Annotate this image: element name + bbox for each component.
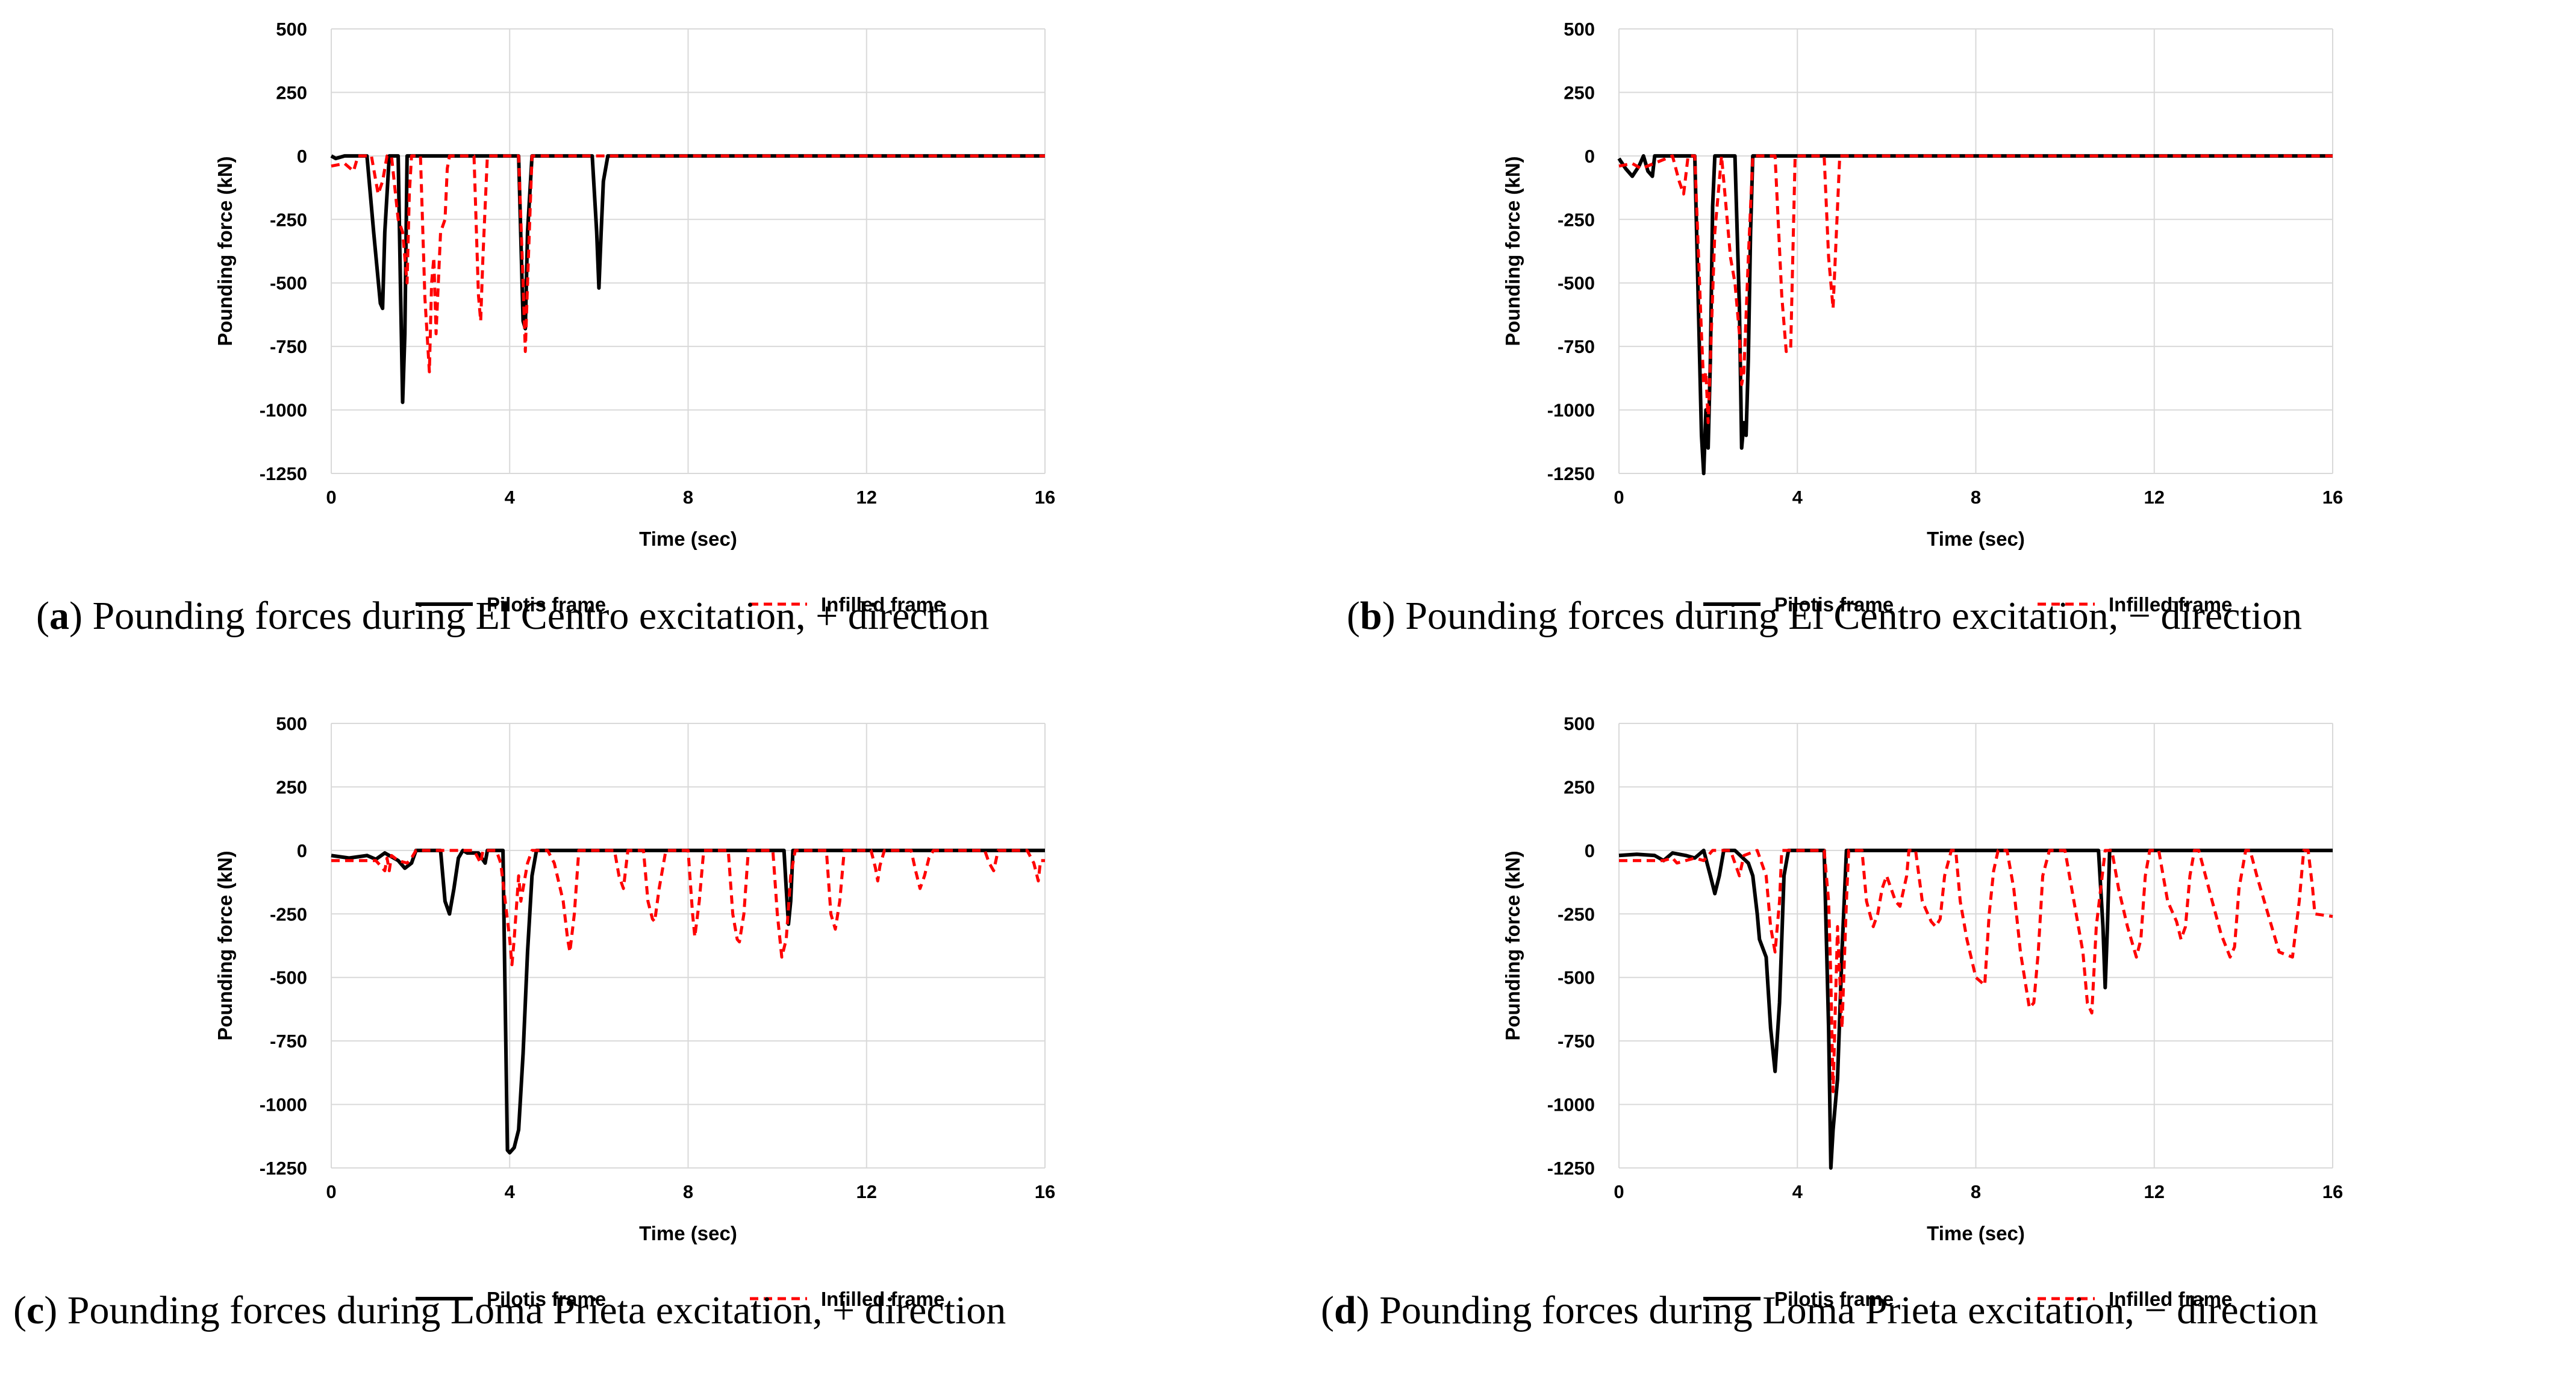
- x-tick-label: 4: [505, 1181, 516, 1202]
- y-tick-label: 250: [276, 776, 307, 798]
- y-tick-label: -1250: [260, 463, 307, 484]
- series-line-pilotis-frame: [331, 848, 1045, 1155]
- legend-label: Pilotis frame: [1774, 1288, 1894, 1310]
- legend-label: Infilled frame: [821, 593, 944, 616]
- y-tick-label: 250: [276, 82, 307, 103]
- chart-svg-b: 500 250 0 -250 -500 -750 -1000 -1250 0 4 8 12 16 Time…: [1502, 19, 2343, 616]
- caption-text: Pounding forces during Loma Prieta excit…: [57, 1288, 1006, 1332]
- x-tick-label: 12: [2144, 487, 2165, 508]
- y-tick-label: -250: [270, 209, 307, 230]
- legend-label: Pilotis frame: [487, 593, 606, 616]
- caption-letter: a: [49, 594, 69, 638]
- caption-letter: b: [1359, 594, 1382, 638]
- x-axis-title: Time (sec): [639, 528, 737, 550]
- y-tick-label: -1250: [1547, 463, 1595, 484]
- x-axis-title: Time (sec): [1927, 1222, 2025, 1244]
- y-tick-label: -250: [1558, 209, 1595, 230]
- x-tick-label: 12: [856, 1181, 877, 1202]
- x-tick-label: 0: [1614, 487, 1624, 508]
- y-tick-label: -1000: [260, 1094, 307, 1116]
- y-tick-label: -500: [1558, 273, 1595, 294]
- caption-a: (a) Pounding forces during El Centro exc…: [36, 594, 990, 638]
- x-tick-label: 12: [856, 487, 877, 508]
- legend-label: Infilled frame: [2109, 593, 2232, 616]
- series-line-infilled-frame: [1619, 849, 2333, 1093]
- x-tick-label: 8: [683, 1181, 693, 1202]
- y-axis-title: Pounding force (kN): [214, 851, 236, 1040]
- x-axis-title: Time (sec): [1927, 528, 2025, 550]
- x-tick-label: 16: [1035, 487, 1055, 508]
- y-tick-label: -750: [270, 336, 307, 357]
- x-tick-label: 0: [326, 487, 336, 508]
- x-tick-label: 16: [1035, 1181, 1055, 1202]
- y-axis-title: Pounding force (kN): [1502, 156, 1524, 346]
- chart-svg-a: 500 250 0 -250 -500 -750 -1000 -1250 0 4 8 12 16 Time…: [214, 19, 1055, 616]
- series-line-pilotis-frame: [1618, 848, 2333, 1170]
- legend-label: Infilled frame: [2109, 1288, 2232, 1310]
- caption-c: (c) Pounding forces during Loma Prieta e…: [13, 1288, 1006, 1332]
- y-tick-label: -500: [1558, 967, 1595, 988]
- caption-letter: d: [1333, 1288, 1356, 1332]
- x-tick-label: 8: [683, 487, 693, 508]
- y-tick-label: -1000: [1547, 400, 1595, 421]
- chart-svg-d: 500 250 0 -250 -500 -750 -1000 -1250 0 4 8 12 16 Time…: [1502, 713, 2343, 1310]
- series-line-pilotis-frame: [1617, 154, 2333, 475]
- chart-panel-d: 500 250 0 -250 -500 -750 -1000 -1250 0 4 8 12 16 Time…: [1288, 694, 2575, 1389]
- y-tick-label: 500: [1564, 713, 1595, 734]
- legend-label: Pilotis frame: [1774, 593, 1894, 616]
- x-axis-title: Time (sec): [639, 1222, 737, 1244]
- y-tick-label: 0: [297, 840, 307, 861]
- y-tick-label: -500: [270, 967, 307, 988]
- x-tick-label: 0: [326, 1181, 336, 1202]
- caption-text: Pounding forces during El Centro excitat…: [1395, 594, 2303, 638]
- y-tick-label: 250: [1564, 776, 1595, 798]
- y-tick-label: 0: [1585, 840, 1595, 861]
- x-tick-label: 4: [505, 487, 516, 508]
- legend-label: Pilotis frame: [487, 1288, 606, 1310]
- series-line-pilotis-frame: [330, 154, 1045, 404]
- x-tick-label: 4: [1792, 1181, 1803, 1202]
- y-tick-label: 500: [276, 19, 307, 40]
- x-tick-label: 8: [1971, 1181, 1981, 1202]
- caption-text: Pounding forces during Loma Prieta excit…: [1369, 1288, 2318, 1332]
- chart-panel-a: 500 250 0 -250 -500 -750 -1000 -1250 0 4 8 12 16 Time…: [0, 0, 1288, 694]
- y-tick-label: -500: [270, 273, 307, 294]
- chart-svg-c: 500 250 0 -250 -500 -750 -1000 -1250 0 4 8 12 16 Time…: [214, 713, 1055, 1310]
- x-tick-label: 8: [1971, 487, 1981, 508]
- y-tick-label: -1000: [260, 400, 307, 421]
- chart-panel-c: 500 250 0 -250 -500 -750 -1000 -1250 0 4 8 12 16 Time…: [0, 694, 1288, 1389]
- y-tick-label: -750: [1558, 1031, 1595, 1052]
- series-line-infilled-frame: [1618, 154, 2333, 425]
- legend-label: Infilled frame: [821, 1288, 944, 1310]
- caption-b: (b) Pounding forces during El Centro exc…: [1347, 594, 2303, 638]
- series-line-infilled-frame: [331, 849, 1045, 967]
- x-tick-label: 16: [2322, 487, 2343, 508]
- y-tick-label: -750: [1558, 336, 1595, 357]
- y-tick-label: 250: [1564, 82, 1595, 103]
- y-tick-label: 0: [1585, 146, 1595, 167]
- y-tick-label: 500: [1564, 19, 1595, 40]
- y-tick-label: 500: [276, 713, 307, 734]
- y-axis-title: Pounding force (kN): [1502, 851, 1524, 1040]
- x-tick-label: 12: [2144, 1181, 2165, 1202]
- caption-letter: c: [26, 1288, 45, 1332]
- chart-panel-b: 500 250 0 -250 -500 -750 -1000 -1250 0 4 8 12 16 Time…: [1288, 0, 2575, 694]
- y-axis-title: Pounding force (kN): [214, 156, 236, 346]
- y-tick-label: -1250: [1547, 1158, 1595, 1179]
- y-tick-label: -250: [1558, 904, 1595, 925]
- caption-d: (d) Pounding forces during Loma Prieta e…: [1321, 1288, 2318, 1332]
- series-line-infilled-frame: [331, 154, 1045, 373]
- y-tick-label: -750: [270, 1031, 307, 1052]
- y-tick-label: -1000: [1547, 1094, 1595, 1116]
- x-tick-label: 0: [1614, 1181, 1624, 1202]
- y-tick-label: -250: [270, 904, 307, 925]
- x-tick-label: 4: [1792, 487, 1803, 508]
- y-tick-label: 0: [297, 146, 307, 167]
- caption-text: Pounding forces during El Centro excitat…: [82, 594, 990, 638]
- y-tick-label: -1250: [260, 1158, 307, 1179]
- x-tick-label: 16: [2322, 1181, 2343, 1202]
